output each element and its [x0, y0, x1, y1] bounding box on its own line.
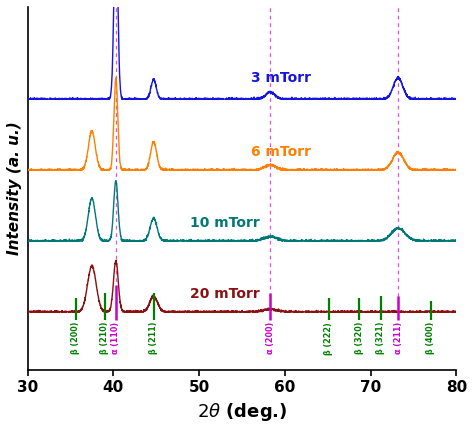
- Text: 20 mTorr: 20 mTorr: [191, 287, 260, 301]
- Text: β (321): β (321): [376, 322, 385, 354]
- Text: β (222): β (222): [324, 322, 333, 355]
- Text: β (210): β (210): [100, 322, 109, 354]
- Text: α (211): α (211): [393, 322, 402, 354]
- Text: 10 mTorr: 10 mTorr: [191, 216, 260, 230]
- Text: β (400): β (400): [426, 322, 435, 354]
- Text: α (200): α (200): [266, 322, 275, 354]
- Y-axis label: Intensity (a. u.): Intensity (a. u.): [7, 122, 22, 255]
- Text: β (200): β (200): [71, 322, 80, 354]
- X-axis label: $2\theta$ (deg.): $2\theta$ (deg.): [197, 401, 287, 423]
- Text: β (211): β (211): [149, 322, 158, 354]
- Text: 6 mTorr: 6 mTorr: [251, 145, 310, 160]
- Text: 3 mTorr: 3 mTorr: [251, 71, 310, 85]
- Text: β (320): β (320): [355, 322, 364, 354]
- Text: α (110): α (110): [111, 322, 120, 354]
